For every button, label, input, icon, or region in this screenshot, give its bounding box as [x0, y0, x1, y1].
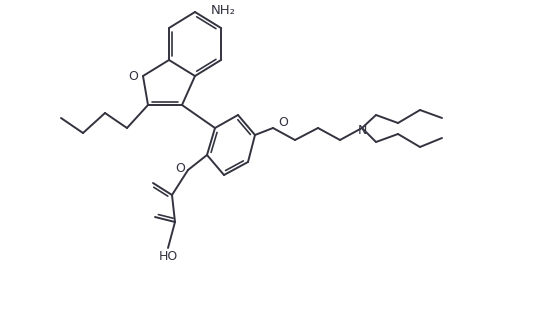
Text: O: O [278, 115, 288, 128]
Text: O: O [128, 69, 138, 82]
Text: O: O [175, 161, 185, 174]
Text: N: N [357, 124, 367, 137]
Text: NH₂: NH₂ [211, 3, 236, 16]
Text: HO: HO [159, 249, 178, 262]
